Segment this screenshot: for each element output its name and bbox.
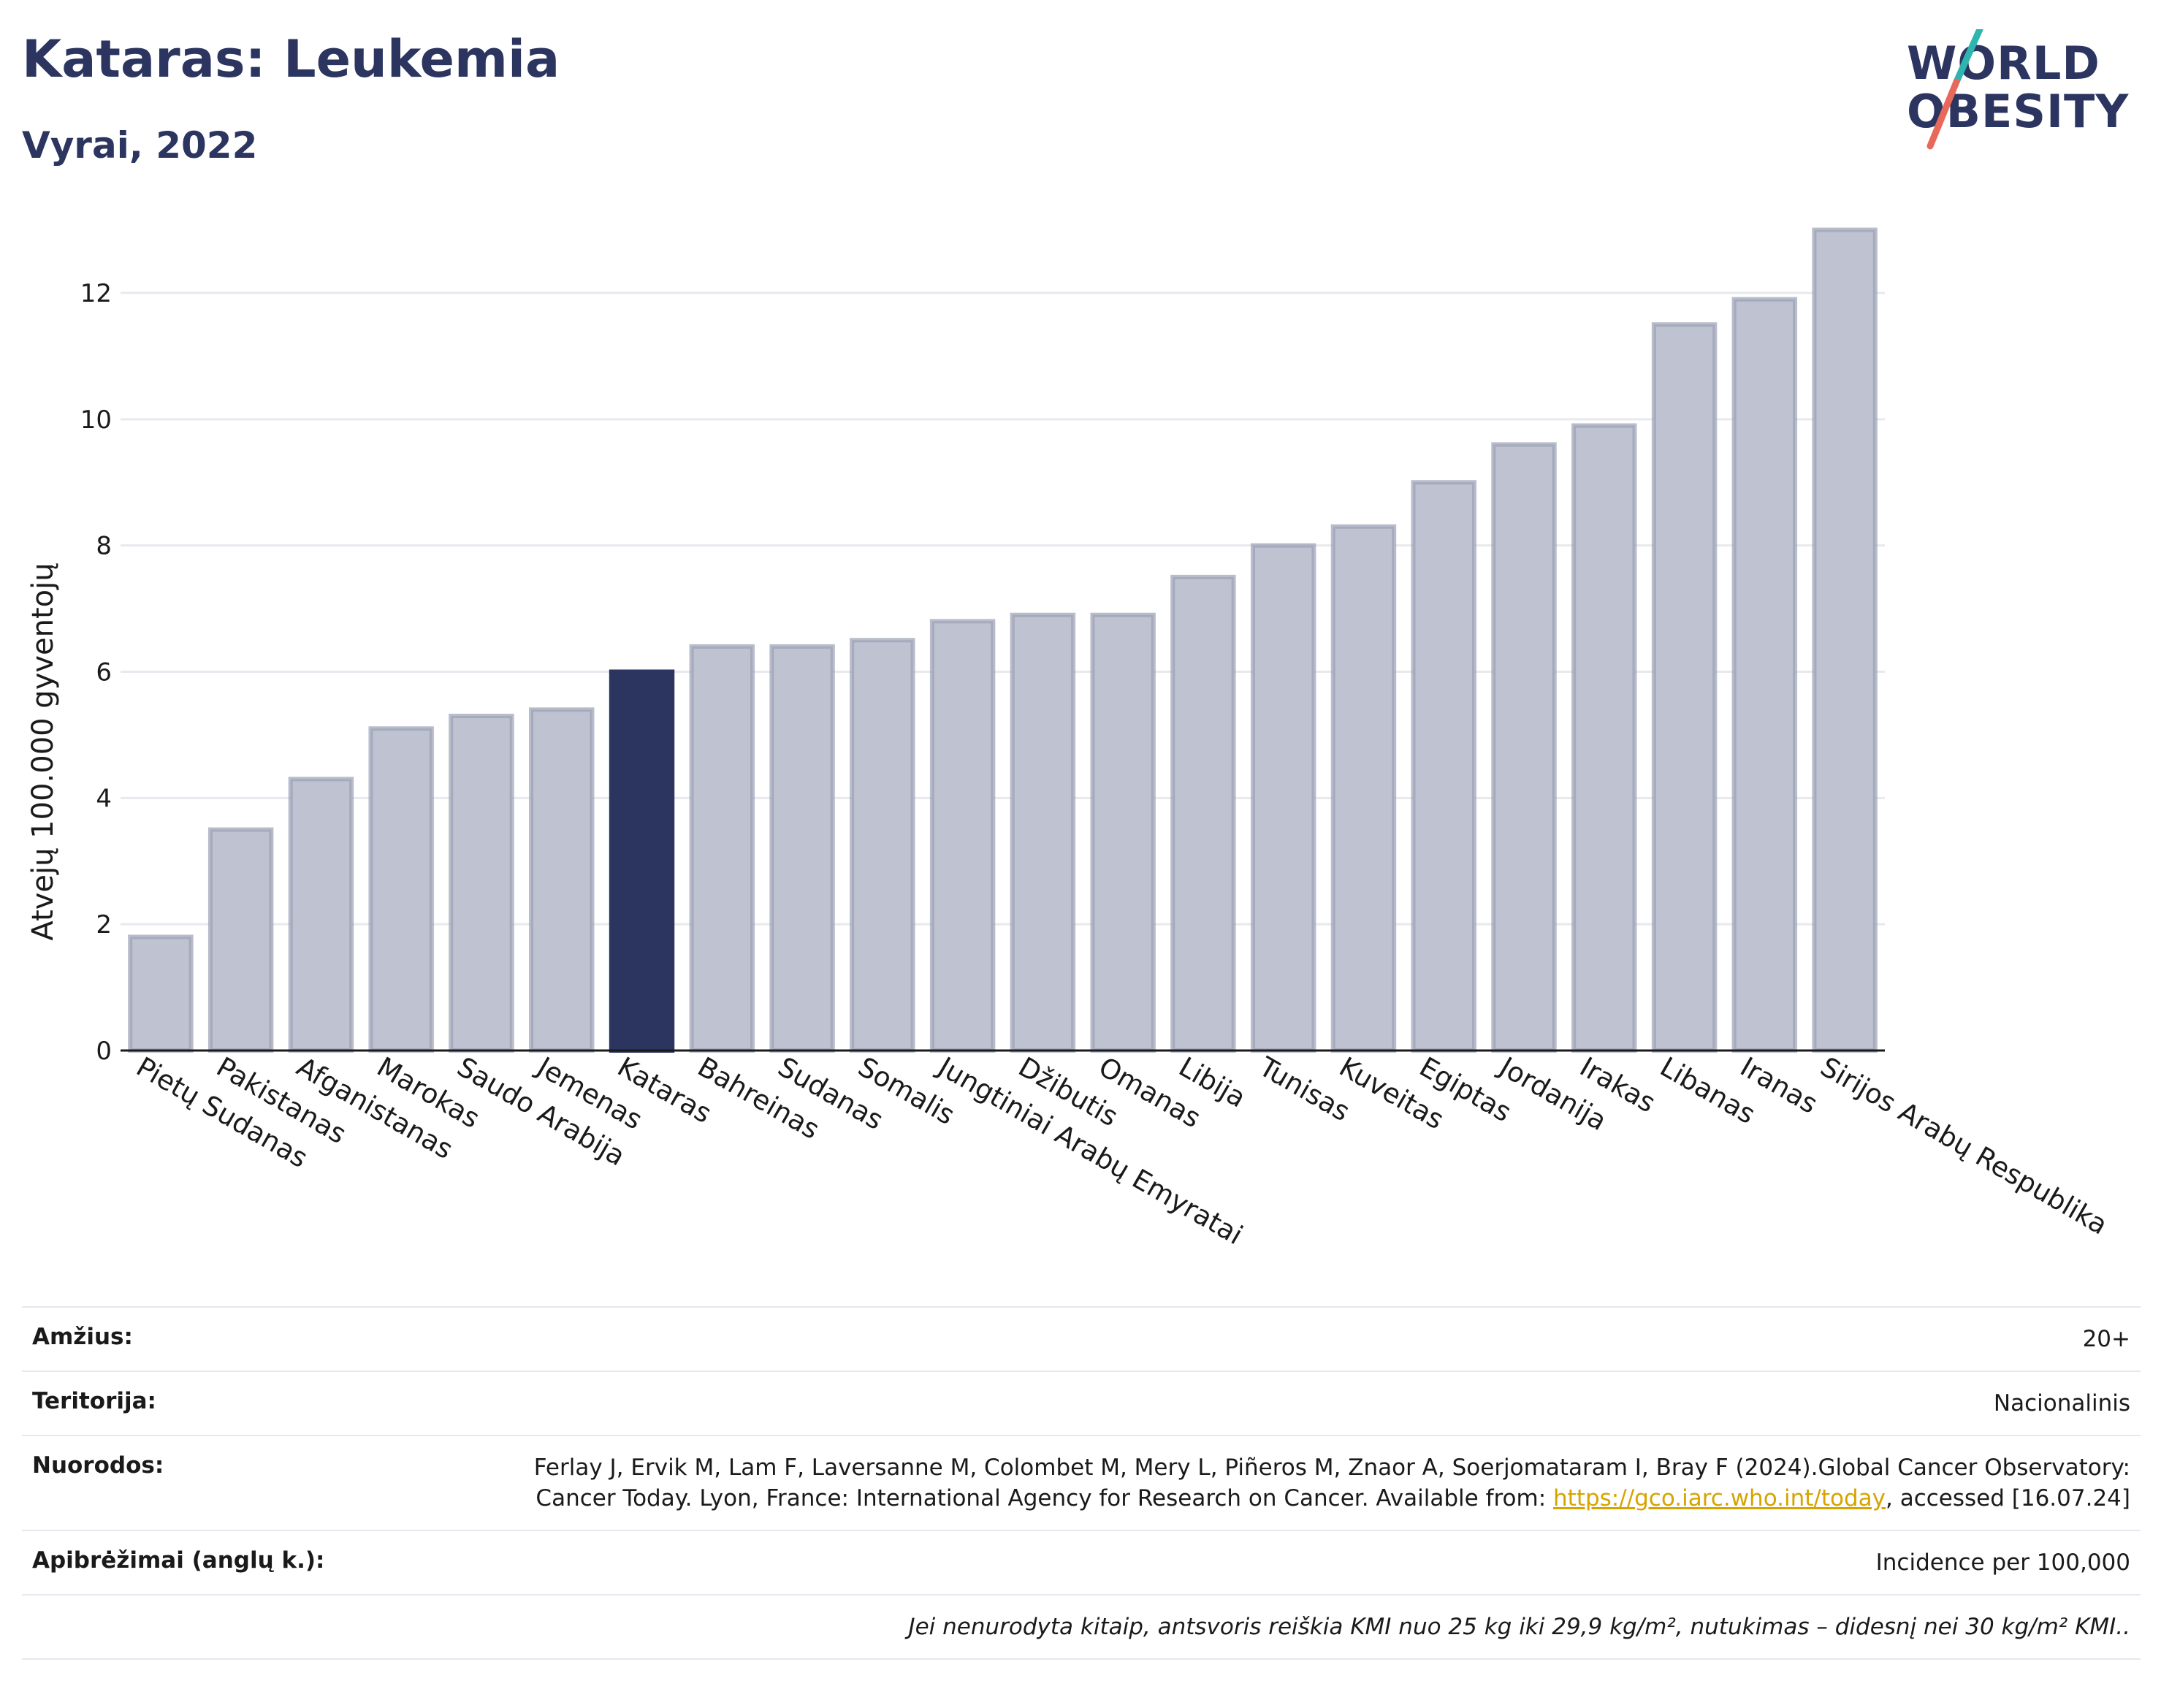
y-tick-label: 10 <box>80 405 112 435</box>
references-label: Nuorodos: <box>32 1452 164 1479</box>
bar <box>288 777 354 1053</box>
meta-row-note: Jei nenurodyta kitaip, antsvoris reiškia… <box>22 1594 2141 1660</box>
territory-value: Nacionalinis <box>1993 1390 2130 1417</box>
bar <box>1812 227 1878 1053</box>
bar <box>1330 524 1397 1053</box>
bar <box>1170 574 1236 1053</box>
x-tick-label: Tunisas <box>1253 1051 1355 1127</box>
bar <box>769 644 835 1053</box>
bar <box>207 827 274 1053</box>
y-tick-label: 0 <box>96 1037 112 1066</box>
meta-row-territory: Teritorija: Nacionalinis <box>22 1370 2141 1435</box>
bar <box>609 669 675 1053</box>
y-tick-label: 2 <box>96 910 112 939</box>
references-value: Ferlay J, Ervik M, Lam F, Laversanne M, … <box>450 1452 2130 1514</box>
meta-row-references: Nuorodos: Ferlay J, Ervik M, Lam F, Lave… <box>22 1435 2141 1530</box>
bar <box>529 707 595 1053</box>
y-tick-label: 8 <box>96 532 112 561</box>
bar <box>1090 612 1156 1053</box>
y-axis-label: Atvejų 100.000 gyventojų <box>26 563 60 940</box>
bar <box>689 644 755 1053</box>
bar <box>1250 543 1316 1053</box>
metadata-table: Amžius: 20+ Teritorija: Nacionalinis Nuo… <box>22 1306 2141 1660</box>
logo-slash-icon <box>1926 29 1983 150</box>
meta-row-definitions: Apibrėžimai (anglų k.): Incidence per 10… <box>22 1530 2141 1594</box>
bar <box>1491 442 1557 1053</box>
chart-subtitle: Vyrai, 2022 <box>22 124 258 167</box>
bar <box>449 713 514 1053</box>
bar <box>368 726 434 1053</box>
bar <box>1411 480 1476 1053</box>
bar <box>929 619 996 1053</box>
y-tick-label: 12 <box>80 279 112 308</box>
bar <box>1010 612 1076 1053</box>
meta-row-age: Amžius: 20+ <box>22 1306 2141 1370</box>
bar <box>850 638 915 1053</box>
bar <box>128 934 194 1053</box>
references-accessed: , accessed [16.07.24] <box>1885 1485 2130 1511</box>
references-link[interactable]: https://gco.iarc.who.int/today <box>1553 1485 1886 1511</box>
footnote: Jei nenurodyta kitaip, antsvoris reiškia… <box>908 1614 2130 1640</box>
y-tick-label: 4 <box>96 784 112 813</box>
age-value: 20+ <box>2082 1326 2130 1352</box>
y-tick-label: 6 <box>96 657 112 687</box>
bar <box>1651 322 1718 1053</box>
chart-title: Kataras: Leukemia <box>22 29 560 89</box>
references-text: Ferlay J, Ervik M, Lam F, Laversanne M, … <box>533 1455 2130 1511</box>
logo-text-line1: WORLD <box>1907 37 2100 90</box>
definitions-value: Incidence per 100,000 <box>1875 1549 2130 1576</box>
x-tick-label: Sirijos Arabų Respublika <box>1815 1051 2113 1241</box>
territory-label: Teritorija: <box>32 1388 156 1414</box>
bar <box>1571 423 1637 1053</box>
world-obesity-logo: WORLD OBESITY <box>1907 29 2141 153</box>
definitions-label: Apibrėžimai (anglų k.): <box>32 1547 325 1574</box>
age-label: Amžius: <box>32 1324 133 1350</box>
bar <box>1731 297 1798 1053</box>
